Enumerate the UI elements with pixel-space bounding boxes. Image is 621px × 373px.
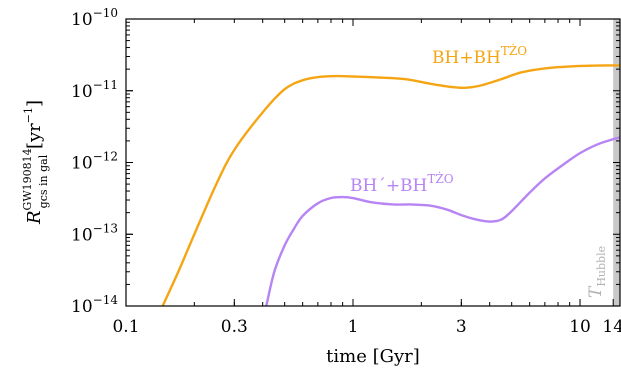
y-tick-label: 10−13 xyxy=(71,221,118,245)
x-ticks: 0.1 0.3 1 3 10 14 xyxy=(112,19,621,337)
x-tick-label: 10 xyxy=(569,317,591,337)
y-tick-label: 10−12 xyxy=(71,150,118,174)
series-label-bh-bh: BH+BHTŻO xyxy=(432,43,527,68)
plot-frame xyxy=(125,18,621,307)
series-label-bh-bh-main: BH+BH xyxy=(432,48,501,68)
hubble-label-sub: Hubble xyxy=(595,246,608,287)
x-tick-label: 0.3 xyxy=(221,317,248,337)
x-tick-label: 3 xyxy=(456,317,467,337)
y-tick-label: 10−11 xyxy=(71,78,118,102)
y-axis-label-unit-exp: −1 xyxy=(22,107,35,123)
y-tick-label: 10−14 xyxy=(71,293,118,317)
x-tick-label: 14 xyxy=(602,317,621,337)
series-label-bh-prime-bh-sup: TŻO xyxy=(427,171,453,186)
y-axis-label-sub: gcs in gal xyxy=(37,154,50,208)
series-line-1 xyxy=(265,136,621,307)
y-ticks: 10−14 10−13 10−12 10−11 10−10 xyxy=(71,6,620,317)
x-axis-label: time [Gyr] xyxy=(326,346,420,367)
series-label-bh-bh-sup: TŻO xyxy=(501,43,527,58)
x-tick-label: 0.1 xyxy=(112,317,139,337)
series-label-bh-prime-bh: BH´+BHTŻO xyxy=(350,171,454,196)
y-axis-label-unit-close: ] xyxy=(24,100,45,107)
series-line-0 xyxy=(161,64,621,307)
y-axis-label-base: R xyxy=(24,210,45,225)
y-axis-label: RGW190814 gcs in gal [yr−1] xyxy=(21,100,50,225)
hubble-label: THubble xyxy=(586,246,608,298)
y-axis-label-sup: GW190814 xyxy=(21,148,34,210)
y-tick-label: 10−10 xyxy=(71,6,118,30)
series-layer xyxy=(161,64,621,307)
series-label-bh-prime-bh-main: BH´+BH xyxy=(350,176,427,196)
x-tick-label: 1 xyxy=(348,317,359,337)
hubble-label-main: T xyxy=(586,285,606,298)
y-axis-label-unit-open: [yr xyxy=(24,123,45,155)
